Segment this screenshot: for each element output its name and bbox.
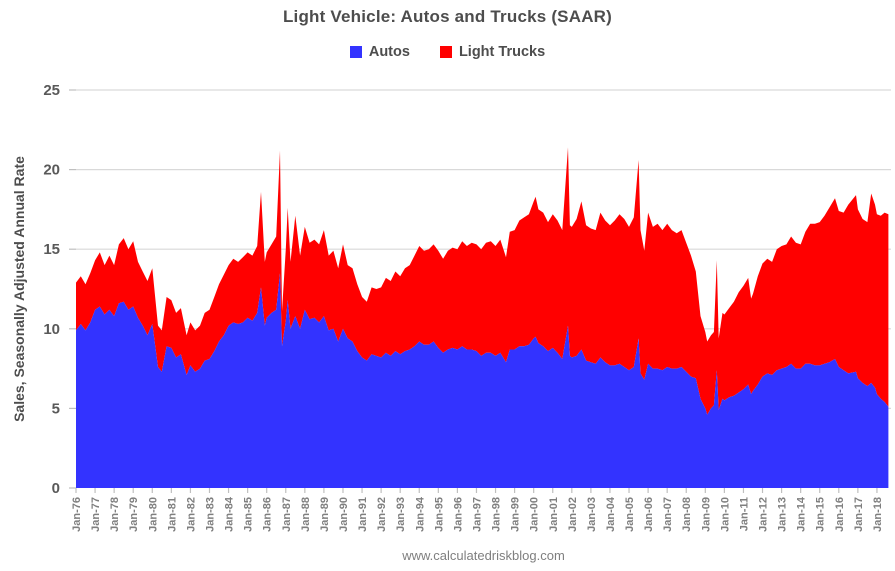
x-tick-label: Jan-88 [300, 497, 312, 532]
x-tick-label: Jan-78 [109, 497, 121, 532]
x-tick-label: Jan-05 [624, 497, 636, 532]
y-tick-label: 10 [43, 321, 60, 338]
x-tick-label: Jan-80 [147, 497, 159, 532]
x-tick-label: Jan-12 [758, 497, 770, 532]
x-tick-label: Jan-98 [491, 497, 503, 532]
x-tick-label: Jan-03 [586, 497, 598, 532]
x-tick-label: Jan-83 [205, 497, 217, 532]
x-tick-label: Jan-91 [357, 497, 369, 532]
x-tick-label: Jan-11 [739, 497, 751, 531]
autos-legend-swatch-icon [349, 46, 362, 58]
autos-legend-label: Autos [368, 44, 410, 60]
light-trucks-legend-swatch-icon [439, 46, 452, 58]
y-tick-label: 25 [43, 82, 60, 99]
x-tick-label: Jan-04 [605, 496, 617, 532]
x-tick-label: Jan-01 [548, 497, 560, 532]
x-tick-label: Jan-00 [529, 497, 541, 532]
y-tick-label: 15 [43, 241, 60, 258]
x-tick-label: Jan-18 [872, 497, 884, 532]
x-tick-label: Jan-96 [452, 497, 464, 532]
x-tick-label: Jan-99 [510, 497, 522, 532]
y-tick-label: 5 [52, 400, 60, 417]
x-tick-label: Jan-90 [338, 497, 350, 532]
x-tick-label: Jan-09 [700, 497, 712, 532]
light-trucks-legend-label: Light Trucks [458, 44, 546, 60]
x-tick-label: Jan-89 [319, 497, 331, 532]
x-tick-label: Jan-07 [662, 497, 674, 532]
x-tick-label: Jan-16 [834, 497, 846, 532]
light-trucks-area [76, 147, 889, 415]
chart-legend: Autos Light Trucks [0, 44, 895, 60]
x-tick-label: Jan-84 [224, 496, 236, 532]
x-tick-label: Jan-15 [815, 497, 827, 532]
x-tick-label: Jan-81 [166, 497, 178, 532]
x-tick-label: Jan-17 [853, 497, 865, 532]
x-tick-label: Jan-13 [777, 497, 789, 532]
x-tick-label: Jan-87 [281, 497, 293, 532]
autos-area [76, 273, 889, 488]
y-tick-label: 0 [52, 480, 60, 497]
x-tick-label: Jan-95 [433, 497, 445, 532]
x-tick-label: Jan-85 [243, 497, 255, 532]
x-tick-label: Jan-92 [376, 497, 388, 532]
x-tick-label: Jan-86 [262, 497, 274, 532]
legend-item-light-trucks: Light Trucks [439, 44, 546, 60]
x-tick-label: Jan-06 [643, 497, 655, 532]
x-tick-label: Jan-82 [185, 497, 197, 532]
x-tick-label: Jan-14 [796, 496, 808, 532]
chart-title: Light Vehicle: Autos and Trucks (SAAR) [282, 7, 613, 26]
x-tick-label: Jan-79 [128, 497, 140, 532]
x-tick-label: Jan-76 [71, 497, 83, 532]
x-tick-label: Jan-02 [567, 497, 579, 532]
x-tick-label: Jan-77 [90, 497, 102, 532]
x-tick-label: Jan-97 [472, 497, 484, 532]
legend-item-autos: Autos [349, 44, 410, 60]
x-tick-label: Jan-08 [681, 497, 693, 532]
x-tick-label: Jan-94 [414, 496, 426, 532]
x-tick-label: Jan-93 [395, 497, 407, 532]
website-url: www.calculatedriskblog.com [402, 548, 565, 563]
x-tick-label: Jan-10 [719, 497, 731, 532]
y-tick-label: 20 [43, 162, 60, 179]
